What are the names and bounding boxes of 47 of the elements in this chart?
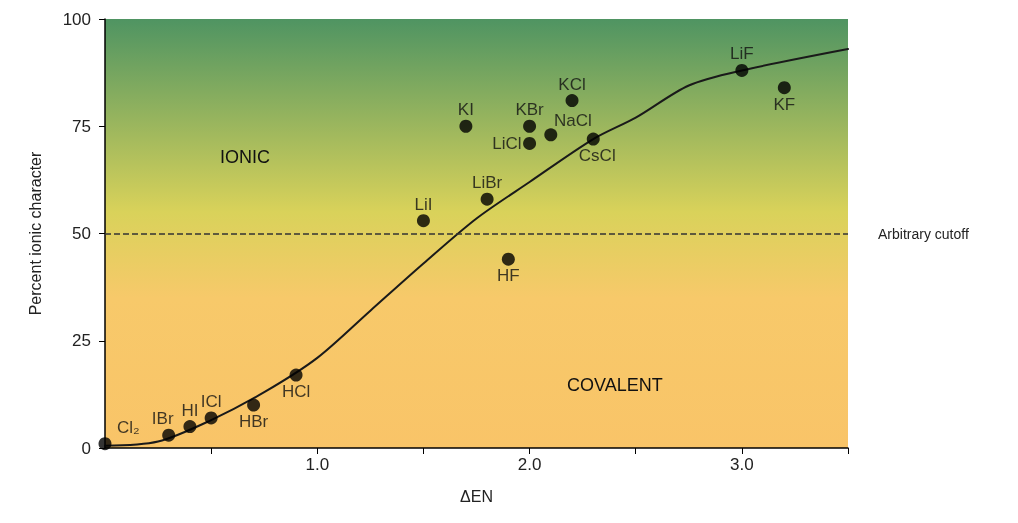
annotation: KF — [773, 94, 796, 114]
x-axis-title: ΔEN — [460, 487, 493, 505]
annotation: ICl — [200, 391, 222, 411]
point — [162, 428, 176, 442]
y-tick-label: 0 — [81, 438, 91, 458]
annotation: LiF — [730, 44, 754, 64]
point — [416, 214, 430, 228]
point — [777, 81, 791, 95]
annotation: HBr — [238, 412, 269, 432]
y-tick-label: 100 — [62, 9, 91, 29]
y-tick-label: 75 — [72, 116, 91, 136]
point — [289, 368, 303, 382]
annotation: HI — [181, 400, 199, 420]
x-tick-label: 1.0 — [305, 455, 330, 474]
x-tick-label: 2.0 — [517, 455, 542, 474]
point — [544, 128, 558, 142]
point — [523, 119, 537, 133]
point — [586, 132, 600, 146]
annotation: NaCl — [553, 110, 592, 130]
annotation: IONIC — [220, 147, 271, 167]
y-axis-title: Percent ionic character — [26, 151, 44, 316]
point — [247, 398, 261, 412]
annotation: KI — [457, 100, 474, 120]
point — [98, 437, 112, 451]
y-tick-label: 50 — [72, 224, 91, 243]
annotation: IBr — [151, 409, 174, 429]
point — [565, 94, 579, 108]
point — [735, 63, 749, 77]
annotation: LiCl — [492, 133, 522, 153]
annotation: LiBr — [472, 173, 503, 193]
annotation: COVALENT — [567, 375, 663, 395]
annotation: KBr — [515, 100, 545, 120]
annotation: Cl₂ — [117, 418, 140, 438]
y-tick-label: 25 — [72, 331, 91, 351]
point — [204, 411, 218, 425]
point — [523, 136, 537, 150]
point — [459, 119, 473, 133]
annotation: HCl — [281, 382, 311, 402]
x-tick-label: 3.0 — [730, 455, 754, 474]
annotation: LiI — [414, 194, 433, 214]
annotation: CsCl — [578, 146, 616, 166]
annotation: HF — [497, 266, 520, 286]
point — [480, 192, 494, 206]
annotation: KCl — [558, 74, 586, 94]
ref-line-label: Arbitrary cutoff — [878, 225, 969, 242]
point — [501, 252, 515, 266]
point — [183, 420, 197, 434]
